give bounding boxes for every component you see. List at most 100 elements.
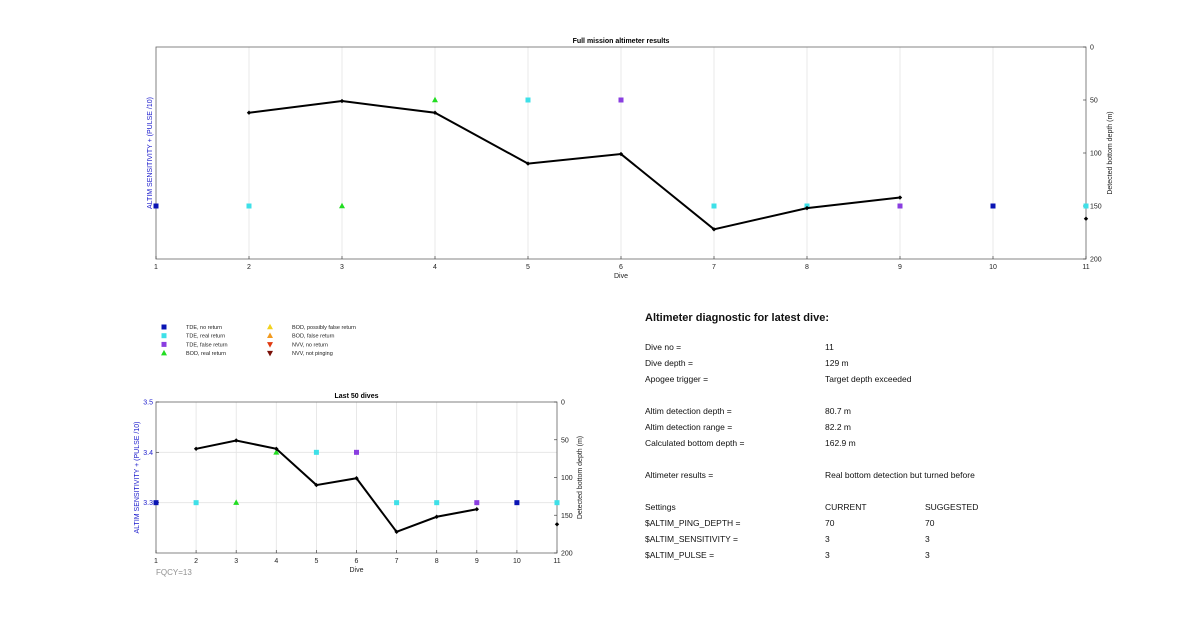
x-tick-label: 2 (247, 264, 251, 271)
x-tick-label: 10 (989, 264, 997, 271)
fqcy-label: FQCY=13 (156, 568, 192, 577)
bottom-depth-point (314, 482, 319, 488)
marker-tde-real-return (711, 203, 717, 209)
altimeter-results-label: Altimeter results = (645, 470, 714, 480)
bottom-depth-point (474, 507, 479, 512)
latest-dive-point (554, 522, 560, 527)
x-tick-label: 4 (433, 264, 437, 271)
detection-range-row: Altim detection range = 82.2 m (645, 422, 1065, 438)
bottom-depth-point (234, 438, 239, 443)
marker-tde-real-return (554, 500, 560, 506)
y-right-tick-label: 0 (561, 400, 565, 407)
legend-label: NVV, no return (292, 342, 328, 348)
dive-depth-value: 129 m (825, 358, 849, 368)
altimeter-results-value: Real bottom detection but turned before (825, 470, 975, 480)
ping-depth-suggested: 70 (925, 518, 935, 528)
dive-no-label: Dive no = (645, 342, 682, 352)
y-right-tick-label: 150 (1090, 204, 1102, 211)
y-right-tick-label: 50 (561, 437, 569, 444)
sensitivity-suggested: 3 (925, 534, 930, 544)
legend-label: BOD, false return (292, 334, 335, 340)
marker-bod-real-return (273, 449, 280, 455)
y-left-tick-label: 3.3 (143, 500, 153, 507)
marker-bod-real-return (339, 202, 345, 209)
x-tick-label: 7 (395, 558, 399, 565)
x-axis-label: Dive (349, 567, 363, 574)
sensitivity-row: $ALTIM_SENSITIVITY = 3 3 (645, 534, 1065, 550)
bottom-depth-point (432, 110, 438, 115)
y-right-tick-label: 100 (1090, 151, 1102, 158)
detection-depth-value: 80.7 m (825, 406, 851, 416)
marker-tde-real-return (1083, 203, 1089, 209)
x-tick-label: 3 (234, 558, 238, 565)
y-right-tick-label: 50 (1090, 98, 1098, 105)
pulse-label: $ALTIM_PULSE = (645, 550, 715, 560)
bottom-depth-point (274, 446, 279, 452)
marker-tde-real-return (525, 97, 531, 103)
y-right-tick-label: 200 (1090, 257, 1102, 264)
legend-tde-false-return-icon (161, 341, 167, 347)
detection-range-label: Altim detection range = (645, 422, 733, 432)
diagnostic-heading: Altimeter diagnostic for latest dive: (645, 312, 829, 324)
pulse-suggested: 3 (925, 550, 930, 560)
bottom-depth-point (711, 227, 717, 232)
altimeter-results-row: Altimeter results = Real bottom detectio… (645, 470, 1065, 486)
pulse-row: $ALTIM_PULSE = 3 3 (645, 550, 1065, 566)
marker-tde-real-return (434, 500, 440, 506)
legend-bod-real-return-icon (161, 349, 167, 356)
marker-tde-no-return (514, 500, 520, 506)
bottom-depth-point (339, 98, 345, 104)
x-tick-label: 8 (805, 264, 809, 271)
settings-header-row: Settings CURRENT SUGGESTED (645, 502, 1065, 518)
dive-depth-row: Dive depth = 129 m (645, 358, 1065, 374)
x-tick-label: 9 (898, 264, 902, 271)
x-tick-label: 6 (619, 264, 623, 271)
bottom-depth-line (248, 100, 901, 231)
x-tick-label: 10 (513, 558, 521, 565)
x-tick-label: 4 (274, 558, 278, 565)
x-tick-label: 8 (435, 558, 439, 565)
y-left-tick-label: 3.4 (143, 450, 153, 457)
x-tick-label: 7 (712, 264, 716, 271)
bottom-depth-point (804, 205, 810, 211)
legend-label: TDE, false return (186, 342, 228, 348)
dive-no-row: Dive no = 11 (645, 342, 1065, 358)
latest-dive-point (1083, 216, 1089, 221)
x-tick-label: 1 (154, 264, 158, 271)
marker-tde-false-return (354, 449, 359, 455)
apogee-label: Apogee trigger = (645, 374, 709, 384)
y-right-axis-label: Detected bottom depth (m) (577, 436, 584, 519)
sensitivity-label: $ALTIM_SENSITIVITY = (645, 534, 738, 544)
legend-nvv-no-return-icon (267, 342, 273, 348)
diagnostic-panel: Altimeter diagnostic for latest dive: Di… (645, 312, 1065, 566)
calculated-depth-row: Calculated bottom depth = 162.9 m (645, 438, 1065, 454)
marker-tde-real-return (246, 203, 252, 209)
legend-nvv-not-pinging-icon (267, 350, 273, 357)
marker-bod-real-return (233, 499, 240, 505)
legend-label: TDE, no return (186, 325, 222, 331)
x-tick-label: 2 (194, 558, 198, 565)
dive-no-value: 11 (825, 342, 834, 352)
y-left-tick-label: 3.5 (143, 400, 153, 407)
chart-title: Last 50 dives (335, 393, 379, 400)
x-tick-label: 3 (340, 264, 344, 271)
bottom-depth-line (195, 439, 477, 534)
marker-tde-false-return (897, 203, 903, 209)
marker-tde-no-return (153, 500, 159, 506)
chart-title: Full mission altimeter results (573, 38, 670, 45)
sensitivity-current: 3 (825, 534, 830, 544)
legend-bod-false-return-icon (267, 332, 273, 338)
apogee-value: Target depth exceeded (825, 374, 912, 384)
current-header: CURRENT (825, 502, 867, 512)
legend-tde-no-return-icon (161, 324, 167, 330)
ping-depth-label: $ALTIM_PING_DEPTH = (645, 518, 741, 528)
y-left-axis-label: ALTIM SENSITIVITY + (PULSE /10) (147, 97, 154, 209)
bottom-depth-point (897, 195, 903, 200)
marker-legend: TDE, no return TDE, real return TDE, false… (161, 323, 356, 357)
bottom-depth-point (618, 151, 624, 157)
apogee-row: Apogee trigger = Target depth exceeded (645, 374, 1065, 390)
detection-depth-label: Altim detection depth = (645, 406, 732, 416)
marker-tde-no-return (153, 203, 159, 209)
calculated-depth-label: Calculated bottom depth = (645, 438, 745, 448)
bottom-depth-point (354, 476, 359, 481)
